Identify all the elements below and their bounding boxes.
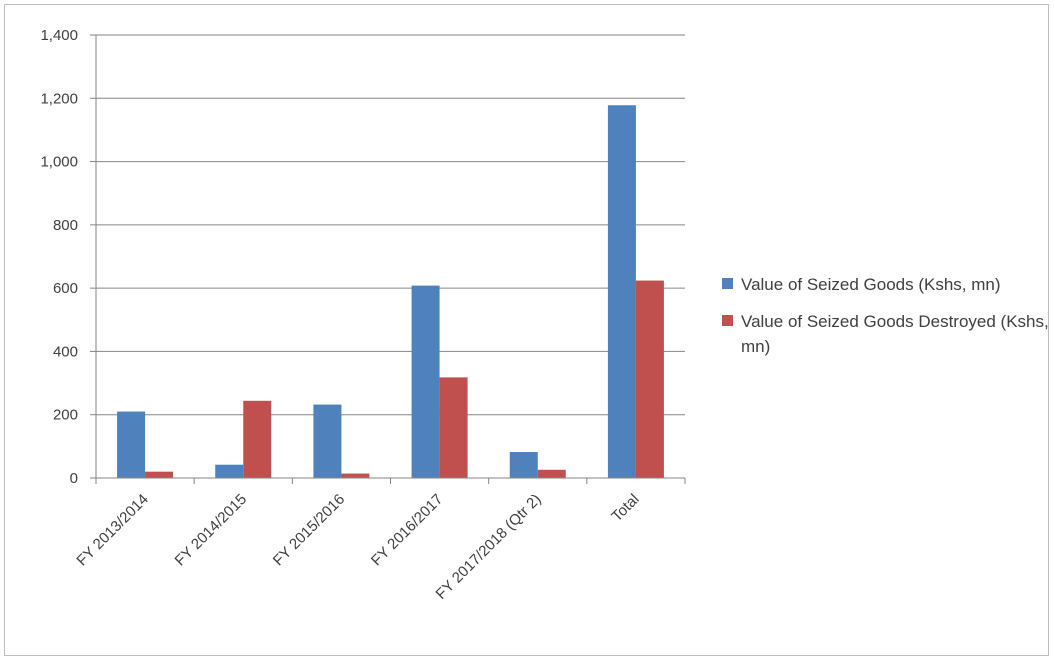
y-tick-label: 1,200 — [40, 90, 78, 107]
x-tick-label: Total — [608, 491, 642, 525]
chart-frame — [4, 4, 1049, 656]
bar-destroyed — [635, 280, 664, 478]
x-tick-label: FY 2014/2015 — [172, 491, 250, 569]
gridlines — [96, 34, 685, 416]
y-tick-label: 1,400 — [40, 27, 78, 44]
legend-swatch-seized — [722, 278, 733, 289]
bar-seized — [117, 411, 146, 478]
legend-label-destroyed: Value of Seized Goods Destroyed (Kshs, m… — [741, 312, 1049, 356]
legend-swatch-destroyed — [722, 315, 733, 326]
y-tick-label: 800 — [53, 217, 78, 234]
bars — [117, 105, 664, 479]
bar-seized — [607, 105, 636, 479]
x-tick-label: FY 2013/2014 — [73, 491, 151, 569]
bar-destroyed — [537, 469, 566, 478]
bar-destroyed — [439, 377, 468, 478]
bar-destroyed — [145, 471, 174, 478]
x-axis-ticks: FY 2013/2014 FY 2014/2015 FY 2015/2016 FY 2… — [73, 478, 686, 603]
axes — [95, 35, 685, 479]
bar-seized — [313, 404, 342, 478]
x-tick-label: FY 2015/2016 — [270, 491, 348, 569]
bar-seized — [509, 452, 538, 478]
y-tick-label: 600 — [53, 280, 78, 297]
legend-item-seized: Value of Seized Goods (Kshs, mn) — [722, 272, 1052, 297]
bar-seized — [411, 285, 440, 478]
y-tick-label: 200 — [53, 407, 78, 424]
x-tick-label: FY 2017/2018 (Qtr 2) — [433, 491, 545, 603]
y-tick-label: 400 — [53, 343, 78, 360]
bar-destroyed — [243, 400, 272, 478]
bar-seized — [215, 464, 244, 478]
legend-item-destroyed: Value of Seized Goods Destroyed (Kshs, m… — [722, 309, 1052, 359]
y-tick-label: 1,000 — [40, 154, 78, 171]
legend-label-seized: Value of Seized Goods (Kshs, mn) — [741, 275, 1001, 294]
y-tick-label: 0 — [70, 470, 78, 487]
legend: Value of Seized Goods (Kshs, mn) Value o… — [722, 272, 1052, 371]
x-tick-label: FY 2016/2017 — [368, 491, 446, 569]
bar-destroyed — [341, 473, 370, 478]
y-axis-ticks: 0 200 400 600 800 1,000 1,200 1,400 — [40, 27, 96, 487]
